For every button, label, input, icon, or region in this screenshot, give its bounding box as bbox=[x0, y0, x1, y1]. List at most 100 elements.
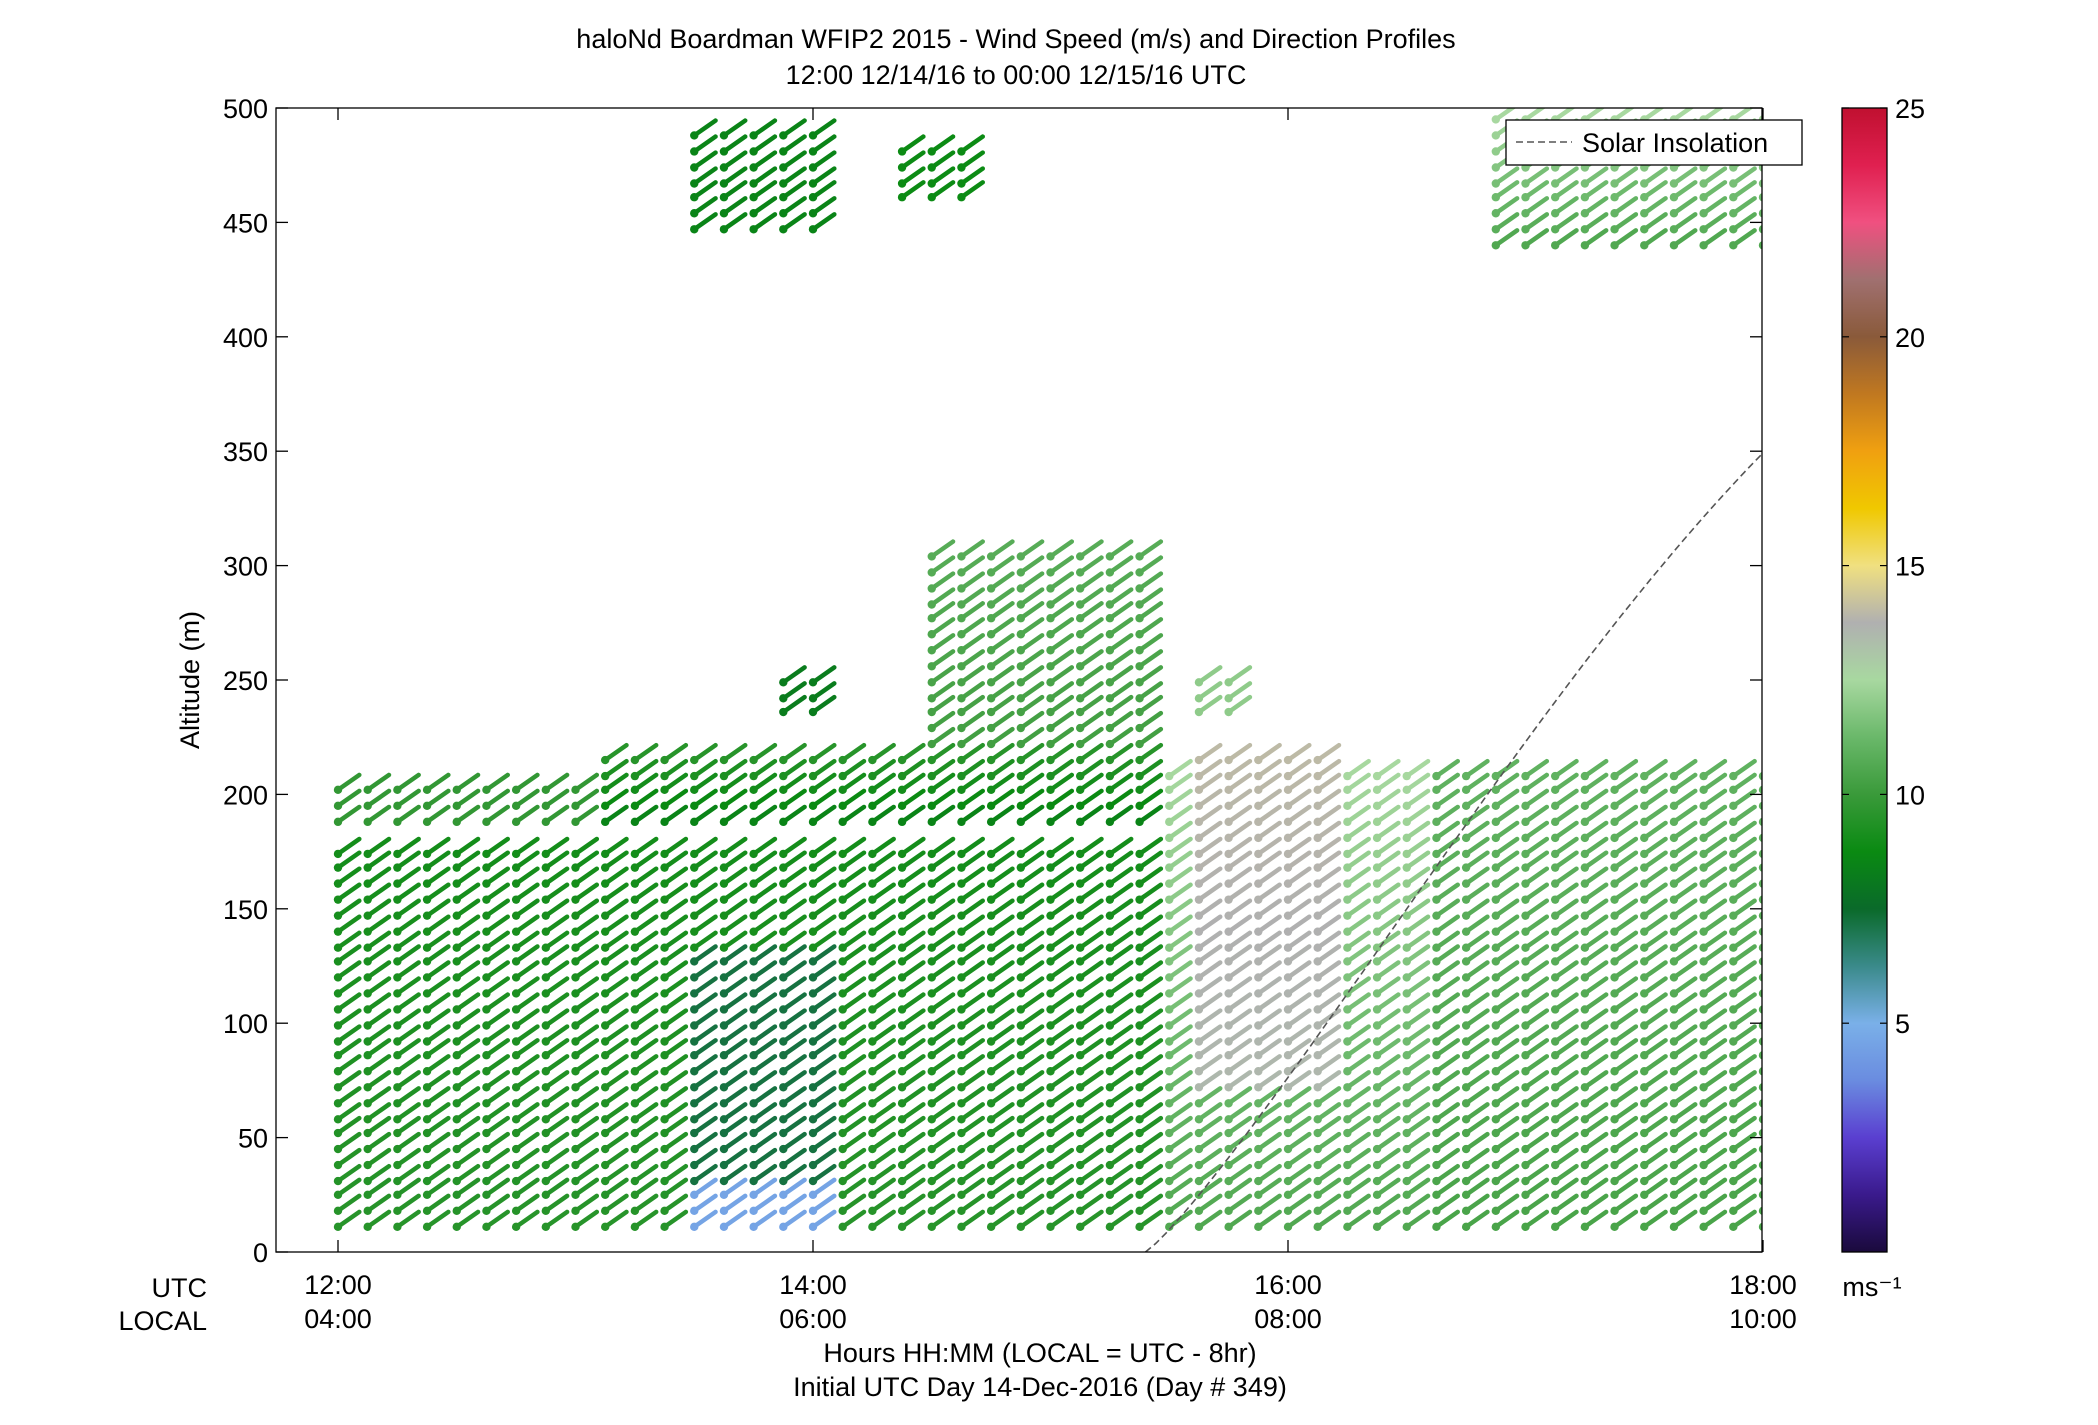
wind-barb bbox=[1048, 758, 1075, 779]
wind-barb bbox=[1552, 196, 1579, 216]
wind-barb bbox=[1731, 1163, 1757, 1184]
wind-barb bbox=[1760, 243, 1762, 248]
wind-barb bbox=[1971, 761, 1992, 776]
wind-barb-dot bbox=[452, 1206, 461, 1216]
wind-barb bbox=[1822, 182, 1843, 197]
wind-barb bbox=[2030, 995, 2051, 1010]
wind-barb-dot bbox=[1907, 740, 1915, 748]
wind-barb-dot bbox=[363, 957, 372, 966]
wind-barb bbox=[988, 850, 1015, 870]
wind-barb bbox=[2060, 340, 2081, 355]
wind-barb-dot bbox=[1521, 895, 1530, 904]
wind-barb bbox=[1285, 1024, 1312, 1044]
wind-barb bbox=[1701, 1131, 1728, 1152]
wind-barb bbox=[1285, 866, 1312, 886]
wind-barb bbox=[2090, 791, 2098, 806]
wind-barb-dot bbox=[1550, 973, 1560, 982]
wind-barb bbox=[1941, 683, 1962, 698]
wind-barb bbox=[899, 1038, 926, 1058]
wind-barb bbox=[1196, 694, 1223, 715]
wind-barb-dot bbox=[393, 1099, 402, 1108]
wind-barb bbox=[1971, 979, 1992, 994]
wind-barb bbox=[662, 1086, 689, 1106]
wind-barb bbox=[602, 1054, 629, 1074]
wind-barb bbox=[692, 914, 718, 934]
wind-barb bbox=[1404, 788, 1431, 809]
wind-barb-dot bbox=[333, 989, 343, 998]
wind-barb-dot bbox=[333, 1037, 343, 1046]
wind-barb-dot bbox=[1224, 1160, 1233, 1170]
wind-barb bbox=[929, 587, 956, 607]
wind-barb-dot bbox=[1967, 772, 1975, 780]
wind-barb bbox=[2090, 761, 2098, 776]
wind-barb bbox=[513, 992, 540, 1012]
wind-barb-dot bbox=[1640, 771, 1649, 781]
wind-barb bbox=[1493, 1038, 1520, 1058]
wind-barb bbox=[1107, 710, 1134, 731]
wind-barb bbox=[721, 1209, 748, 1230]
wind-barb bbox=[1107, 1115, 1134, 1136]
wind-barb-dot bbox=[719, 193, 729, 202]
wind-barb bbox=[1077, 930, 1104, 950]
wind-barb bbox=[1582, 898, 1609, 918]
wind-barb bbox=[573, 1070, 600, 1090]
wind-barb bbox=[1552, 898, 1579, 918]
wind-barb-dot bbox=[571, 863, 580, 872]
wind-barb-dot bbox=[1669, 1051, 1679, 1060]
wind-barb bbox=[1048, 1038, 1075, 1058]
wind-barb-dot bbox=[1907, 646, 1915, 654]
wind-barb-dot bbox=[838, 785, 847, 795]
wind-barb-dot bbox=[2056, 1083, 2064, 1091]
wind-barb-dot bbox=[1996, 818, 2004, 826]
wind-barb-dot bbox=[1105, 739, 1115, 749]
wind-barb-dot bbox=[1788, 1223, 1796, 1231]
wind-barb-dot bbox=[1907, 1099, 1915, 1107]
wind-barb bbox=[1971, 683, 1992, 698]
wind-barb bbox=[1523, 1177, 1550, 1198]
wind-barb bbox=[1793, 1040, 1814, 1055]
wind-barb-dot bbox=[927, 1037, 936, 1046]
wind-barb-dot bbox=[1729, 957, 1738, 966]
wind-barb bbox=[1345, 836, 1371, 857]
wind-barb-dot bbox=[1580, 785, 1590, 795]
wind-barb-dot bbox=[868, 849, 877, 859]
wind-barb bbox=[1971, 434, 1992, 449]
wind-barb bbox=[1671, 1115, 1698, 1136]
wind-barb bbox=[365, 1054, 392, 1074]
wind-barb-dot bbox=[1729, 1021, 1738, 1030]
wind-barb bbox=[840, 804, 867, 825]
wind-barb-dot bbox=[957, 755, 966, 765]
wind-barb bbox=[1077, 976, 1104, 996]
wind-barb bbox=[870, 1024, 896, 1044]
wind-barb bbox=[1760, 945, 1762, 950]
wind-barb bbox=[662, 976, 689, 996]
wind-barb-dot bbox=[1967, 614, 1975, 622]
wind-barb bbox=[1048, 1131, 1075, 1152]
wind-barb-dot bbox=[1818, 1067, 1826, 1075]
wind-barb-dot bbox=[927, 1067, 936, 1076]
wind-barb bbox=[573, 914, 600, 934]
wind-barb bbox=[1374, 820, 1401, 841]
wind-barb bbox=[1048, 898, 1075, 918]
wind-barb bbox=[840, 992, 867, 1012]
wind-barb-dot bbox=[2056, 863, 2064, 871]
wind-barb-dot bbox=[511, 1190, 521, 1200]
wind-barb bbox=[1552, 166, 1579, 186]
wind-barb-dot bbox=[1610, 849, 1619, 859]
wind-barb bbox=[1911, 1011, 1932, 1026]
wind-barb-dot bbox=[1580, 895, 1590, 904]
wind-barb bbox=[781, 1038, 807, 1058]
wind-barb bbox=[1196, 1209, 1223, 1230]
wind-barb-dot bbox=[927, 771, 936, 781]
wind-barb bbox=[781, 1131, 807, 1152]
wind-barb bbox=[1256, 788, 1282, 809]
wind-barb-dot bbox=[808, 1160, 818, 1170]
wind-barb bbox=[513, 898, 540, 918]
wind-barb bbox=[1822, 1088, 1843, 1103]
wind-barb bbox=[2090, 901, 2098, 916]
wind-barb-dot bbox=[422, 1021, 432, 1030]
wind-barb bbox=[1077, 726, 1104, 747]
wind-barb-dot bbox=[1580, 989, 1590, 998]
wind-barb-dot bbox=[1699, 833, 1708, 843]
wind-barb bbox=[1077, 866, 1104, 886]
